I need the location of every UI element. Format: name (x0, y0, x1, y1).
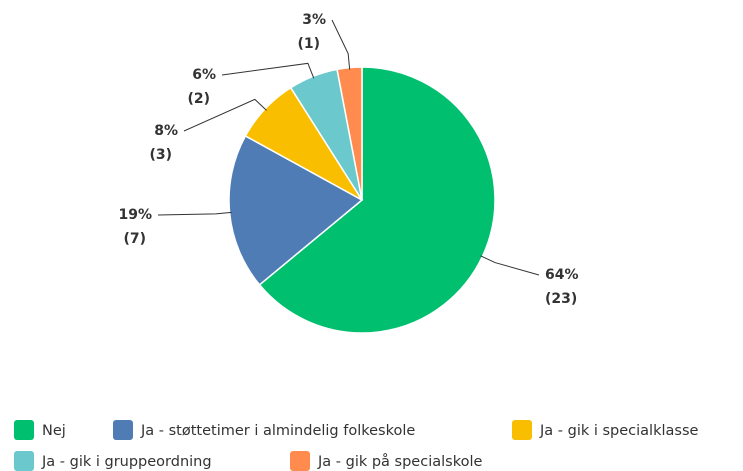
legend-swatch (14, 420, 34, 440)
count-label: (7) (123, 231, 146, 247)
legend-swatch (14, 451, 34, 471)
value-label: 19% (118, 207, 152, 223)
count-label: (23) (545, 291, 577, 307)
count-label: (3) (149, 147, 172, 163)
legend-label: Ja - gik på specialskole (317, 453, 482, 470)
legend-label: Nej (42, 423, 66, 439)
legend-label: Ja - gik i specialklasse (539, 423, 699, 439)
leader-line (331, 19, 351, 70)
value-label: 6% (192, 67, 216, 83)
legend-swatch (512, 420, 532, 440)
leader-line (157, 211, 232, 216)
leader-line (183, 98, 267, 132)
legend-swatch (113, 420, 133, 440)
leader-line (480, 255, 540, 276)
value-label: 3% (302, 12, 326, 28)
legend-label: Ja - støttetimer i almindelig folkeskole (140, 423, 415, 439)
value-label: 64% (545, 267, 579, 283)
legend-swatch (290, 451, 310, 471)
leader-line (221, 62, 315, 79)
legend-label: Ja - gik i gruppeordning (41, 454, 212, 470)
count-label: (2) (187, 91, 210, 107)
count-label: (1) (297, 36, 320, 52)
value-label: 8% (154, 123, 178, 139)
